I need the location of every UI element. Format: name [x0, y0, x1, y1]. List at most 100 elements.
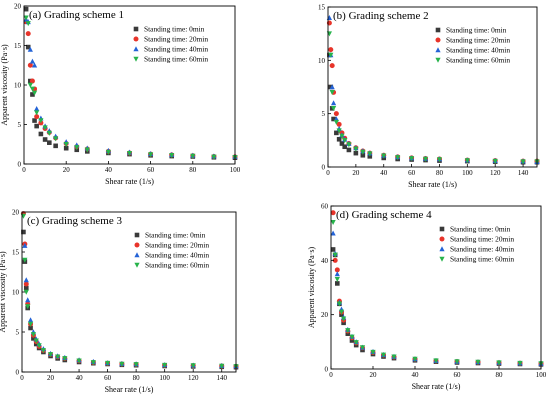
data-point-series-3 — [391, 354, 397, 360]
legend-marker-series-1 — [435, 37, 441, 43]
panel-c-grading-scheme-3: 0 20 40 60 80 100 120 140 0 5 10 15 20 Shear rate (1/… — [0, 209, 239, 394]
panel-a-grading-scheme-1: 0 20 40 60 80 100 0 5 10 15 20 Shear rate (1/s) Appa… — [0, 3, 241, 187]
data-point-series-3 — [353, 340, 359, 346]
data-point-series-3 — [126, 151, 133, 157]
data-point-series-3 — [336, 128, 342, 134]
legend-marker-series-2 — [439, 246, 445, 252]
legend-marker-series-3 — [133, 56, 139, 62]
data-point-series-3 — [330, 106, 337, 112]
data-point-series-3 — [332, 252, 338, 258]
y-tick-label: 15 — [318, 4, 326, 12]
y-tick-label: 20 — [12, 209, 20, 217]
data-point-series-3 — [517, 360, 523, 366]
data-point-series-3 — [29, 86, 36, 92]
x-axis-label: Shear rate (1/s) — [408, 180, 457, 189]
data-point-series-3 — [339, 133, 345, 139]
data-point-series-0 — [21, 229, 26, 235]
data-point-series-0 — [28, 325, 33, 331]
data-point-series-1 — [23, 281, 29, 287]
data-point-series-3 — [133, 362, 139, 368]
legend-marker-series-3 — [439, 256, 445, 262]
data-point-series-3 — [190, 153, 196, 159]
x-tick-label: 20 — [370, 371, 378, 379]
legend-label: Standing time: 40min — [145, 251, 209, 260]
data-point-series-0 — [345, 331, 351, 336]
data-point-series-1 — [328, 47, 334, 53]
y-tick-label: 0 — [325, 366, 329, 374]
data-point-series-3 — [148, 152, 154, 158]
data-point-series-3 — [346, 142, 352, 148]
x-tick-label: 40 — [380, 169, 388, 177]
data-point-series-3 — [76, 358, 82, 364]
data-point-series-3 — [338, 309, 345, 315]
data-point-series-3 — [342, 138, 348, 144]
data-point-series-3 — [23, 289, 29, 295]
data-point-series-3 — [53, 136, 59, 142]
legend-label: Standing time: 20min — [144, 35, 208, 44]
data-point-series-3 — [162, 362, 168, 368]
data-point-series-3 — [436, 157, 443, 163]
data-point-series-3 — [341, 316, 347, 322]
data-point-series-3 — [63, 141, 69, 147]
data-point-series-0 — [30, 92, 35, 97]
data-point-series-2 — [27, 46, 33, 52]
data-point-series-3 — [40, 348, 46, 354]
x-tick-label: 60 — [408, 169, 416, 177]
x-tick-label: 80 — [133, 374, 141, 382]
x-tick-label: 0 — [326, 169, 330, 177]
y-tick-label: 60 — [321, 203, 329, 211]
x-tick-label: 100 — [462, 169, 473, 177]
data-point-series-3 — [27, 321, 34, 327]
y-tick-label: 5 — [16, 329, 20, 337]
data-point-series-0 — [47, 140, 52, 145]
data-point-series-3 — [334, 277, 340, 283]
legend-marker-series-2 — [435, 47, 441, 53]
x-tick-label: 0 — [22, 166, 26, 174]
data-point-series-3 — [55, 354, 61, 360]
data-point-series-3 — [62, 356, 68, 362]
data-point-series-3 — [330, 220, 336, 225]
data-point-series-3 — [454, 359, 460, 365]
data-point-series-0 — [339, 141, 345, 146]
x-tick-label: 0 — [20, 374, 24, 382]
panel-title: (c) Grading scheme 3 — [27, 215, 122, 227]
data-point-series-3 — [74, 145, 80, 151]
data-point-series-1 — [330, 210, 336, 216]
data-point-series-2 — [330, 100, 337, 106]
x-tick-label: 20 — [352, 169, 360, 177]
data-point-series-3 — [34, 110, 40, 116]
data-point-series-1 — [333, 111, 339, 117]
data-point-series-2 — [330, 230, 336, 236]
x-tick-label: 60 — [147, 166, 155, 174]
y-tick-label: 20 — [14, 3, 22, 11]
data-point-series-0 — [346, 147, 352, 153]
data-point-series-1 — [329, 63, 335, 69]
data-point-series-3 — [328, 52, 334, 58]
data-point-series-0 — [34, 123, 39, 129]
data-point-series-3 — [333, 119, 339, 125]
legend-label: Standing time: 20min — [446, 36, 510, 45]
data-point-series-0 — [336, 136, 342, 142]
legend-marker-series-3 — [435, 57, 441, 63]
data-point-series-3 — [219, 363, 225, 369]
data-point-series-0 — [31, 336, 36, 341]
data-point-series-3 — [27, 82, 33, 88]
legend-label: Standing time: 0min — [446, 26, 507, 35]
legend-label: Standing time: 20min — [145, 241, 209, 250]
x-tick-label: 20 — [47, 374, 55, 382]
data-point-series-3 — [409, 156, 415, 162]
x-tick-label: 100 — [536, 371, 547, 379]
legend-marker-series-0 — [134, 232, 140, 238]
data-point-series-3 — [381, 153, 387, 159]
data-point-series-3 — [33, 338, 39, 344]
legend-marker-series-0 — [133, 26, 139, 32]
data-point-series-3 — [475, 359, 481, 365]
x-tick-label: 140 — [216, 374, 227, 382]
x-tick-label: 0 — [329, 371, 333, 379]
y-tick-label: 0 — [16, 369, 20, 377]
data-point-series-3 — [329, 90, 335, 96]
x-tick-label: 60 — [454, 371, 462, 379]
legend-marker-series-1 — [134, 242, 140, 248]
data-point-series-1 — [25, 31, 31, 37]
